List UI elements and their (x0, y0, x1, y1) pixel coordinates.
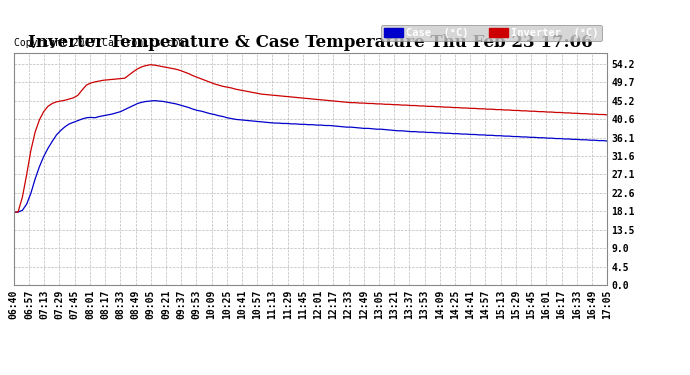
Text: Copyright 2017 Cartronics.com: Copyright 2017 Cartronics.com (14, 38, 184, 48)
Legend: Case  (°C), Inverter  (°C): Case (°C), Inverter (°C) (381, 25, 602, 41)
Title: Inverter Temperature & Case Temperature Thu Feb 23 17:06: Inverter Temperature & Case Temperature … (28, 34, 593, 51)
